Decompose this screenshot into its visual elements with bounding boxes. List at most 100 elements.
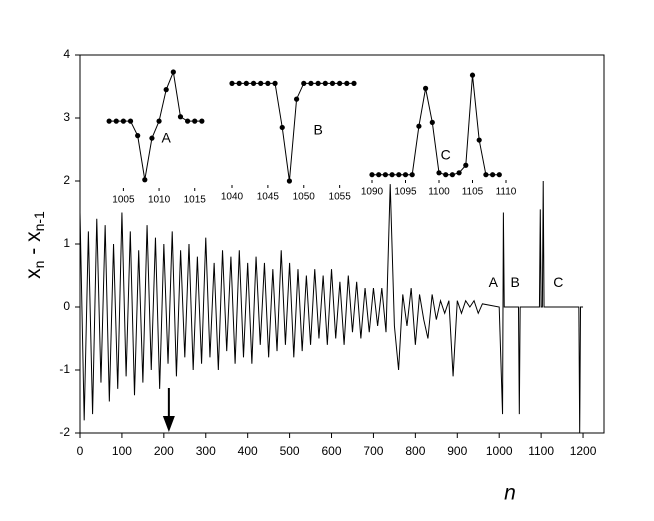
inset-x-tick-label: 1010 xyxy=(148,195,171,206)
inset-x-tick-label: 1005 xyxy=(112,195,135,206)
inset-point xyxy=(483,172,489,178)
inset-point xyxy=(113,118,119,124)
inset-point xyxy=(329,80,336,86)
inset-point xyxy=(272,80,278,86)
inset-point xyxy=(243,80,249,86)
inset-point xyxy=(351,80,357,86)
inset-point xyxy=(469,72,476,78)
x-tick-label: 1000 xyxy=(486,444,513,458)
y-tick-label: 3 xyxy=(63,110,70,124)
y-tick-label: -1 xyxy=(59,362,70,376)
inset-x-tick-label: 1050 xyxy=(293,192,316,203)
inset-point xyxy=(236,80,242,86)
inset-point xyxy=(376,172,382,178)
x-tick-label: 200 xyxy=(154,444,174,458)
x-tick-label: 400 xyxy=(238,444,258,458)
x-tick-label: 500 xyxy=(280,444,300,458)
inset-line xyxy=(109,70,202,180)
inset-point xyxy=(279,124,285,131)
inset-point xyxy=(402,172,409,178)
x-tick-label: 700 xyxy=(363,444,383,458)
inset-point xyxy=(120,118,126,124)
inset-point xyxy=(496,172,502,178)
y-label-part: x xyxy=(22,268,45,279)
inset-point xyxy=(185,118,191,124)
inset-point xyxy=(322,80,328,86)
inset-point xyxy=(135,133,141,139)
inset-point xyxy=(142,177,148,183)
inset-x-tick-label: 1105 xyxy=(462,187,484,198)
inset-point xyxy=(490,172,496,178)
y-tick-label: 4 xyxy=(63,47,70,61)
inset-point xyxy=(476,137,482,143)
inset-point xyxy=(127,118,134,124)
data-line xyxy=(79,180,584,434)
inset-label: A xyxy=(162,129,172,145)
inset-label: B xyxy=(313,121,322,137)
inset-label: C xyxy=(441,147,451,163)
inset-x-tick-label: 1055 xyxy=(329,192,352,203)
x-tick-label: 800 xyxy=(405,444,425,458)
inset-point xyxy=(199,118,205,124)
x-tick-label: 1100 xyxy=(528,444,554,458)
inset-x-tick-label: 1090 xyxy=(361,187,384,198)
inset-point xyxy=(286,178,293,184)
y-label-part: n-1 xyxy=(31,211,47,231)
inset-point xyxy=(315,80,321,86)
inset-point xyxy=(229,80,235,86)
x-axis-label: n xyxy=(504,482,516,505)
inset-point xyxy=(382,172,388,178)
inset-x-tick-label: 1015 xyxy=(184,195,207,206)
inset-point xyxy=(416,123,422,129)
inset-point xyxy=(337,80,343,86)
inset-point xyxy=(436,170,442,176)
x-tick-label: 1200 xyxy=(570,444,597,458)
inset-line xyxy=(372,75,500,176)
inset-line xyxy=(232,82,354,182)
inset-point xyxy=(344,80,350,86)
inset-point xyxy=(250,80,257,86)
x-tick-label: 0 xyxy=(77,444,84,458)
inset-point xyxy=(456,170,462,176)
inset-point xyxy=(429,119,435,126)
inset-x-tick-label: 1100 xyxy=(428,187,450,198)
inset-point xyxy=(308,80,314,86)
inset-point xyxy=(443,172,449,178)
arrow-head xyxy=(162,416,175,432)
y-tick-label: -2 xyxy=(59,425,70,439)
plot-frame xyxy=(79,54,605,434)
x-tick-label: 600 xyxy=(322,444,342,458)
inset-point xyxy=(192,118,198,124)
x-tick-label: 300 xyxy=(196,444,216,458)
annotation: C xyxy=(553,274,563,290)
inset-point xyxy=(156,118,162,124)
y-label-part: - x xyxy=(22,231,45,261)
inset-point xyxy=(369,172,375,178)
y-tick-label: 1 xyxy=(63,236,70,250)
inset-point xyxy=(293,96,300,102)
x-tick-label: 100 xyxy=(112,444,132,458)
y-label-part: n xyxy=(31,261,47,269)
inset-point xyxy=(389,172,395,178)
inset-point xyxy=(409,172,415,178)
inset-point xyxy=(449,172,455,178)
inset-point xyxy=(258,80,264,86)
inset-x-tick-label: 1045 xyxy=(257,192,280,203)
inset-point xyxy=(301,80,307,86)
inset-x-tick-label: 1095 xyxy=(394,187,417,198)
inset-x-tick-label: 1040 xyxy=(221,192,244,203)
inset-x-tick-label: 1110 xyxy=(496,187,517,198)
inset-point xyxy=(177,114,184,120)
y-axis-label: xn - xn-1 xyxy=(22,211,47,279)
annotation: A xyxy=(489,274,499,290)
inset-point xyxy=(396,172,402,178)
x-tick-label: 900 xyxy=(447,444,467,458)
inset-point xyxy=(149,135,155,141)
y-tick-label: 2 xyxy=(63,173,70,187)
inset-point xyxy=(463,162,469,168)
annotation: B xyxy=(510,274,519,290)
inset-point xyxy=(163,87,169,93)
y-tick-label: 0 xyxy=(63,299,70,313)
inset-point xyxy=(423,85,429,91)
